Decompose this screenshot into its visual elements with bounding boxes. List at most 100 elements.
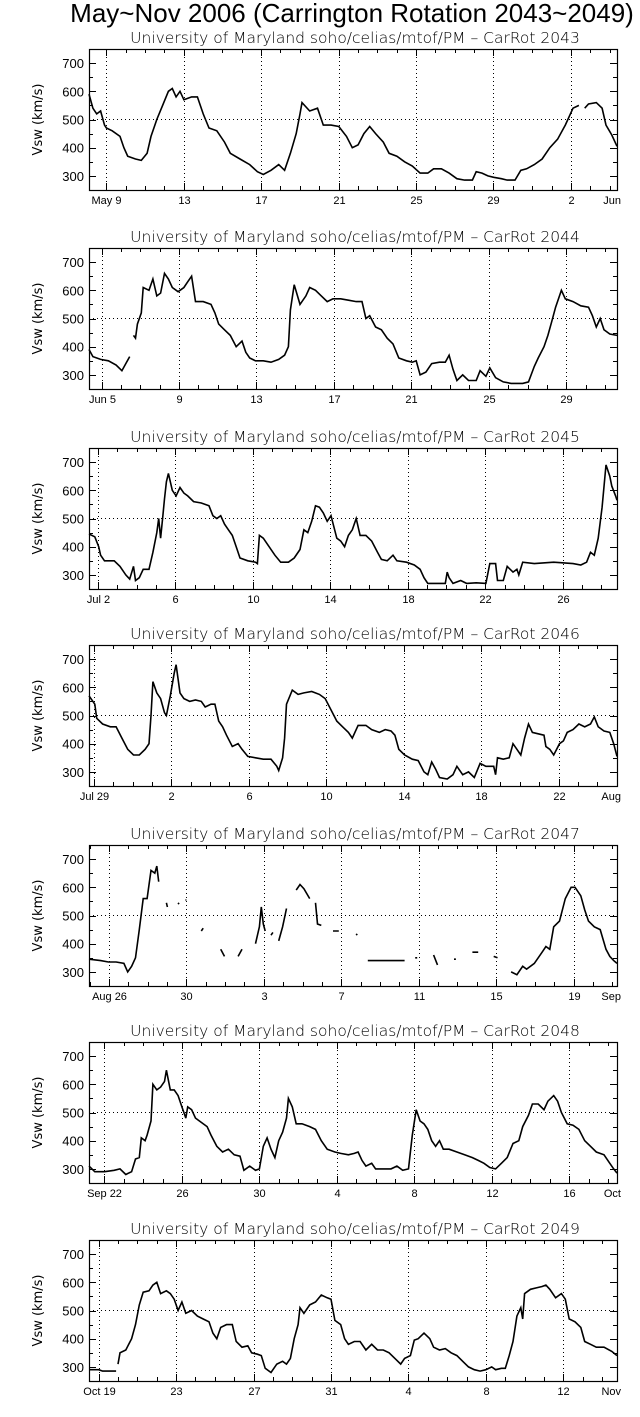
x-tick-label: Aug 26 [92,991,127,1003]
x-tick-label: 29 [560,394,572,406]
x-tick-label: 18 [475,791,487,803]
panel-title: University of Maryland soho/celias/mtof/… [130,228,580,246]
plot-frame [88,1041,619,1185]
plot-frame [88,1239,619,1383]
x-tick-label: 6 [172,594,178,606]
x-tick-label: 14 [398,791,410,803]
panel-6: University of Maryland soho/celias/mtof/… [31,1022,621,1200]
y-tick-label: 300 [62,965,84,980]
y-tick-label: 400 [62,937,84,952]
x-tick-label: 17 [255,195,267,207]
y-tick-label: 700 [62,56,84,71]
x-tick-label: 6 [246,791,252,803]
y-tick-label: 500 [62,1106,84,1121]
panel-title: University of Maryland soho/celias/mtof/… [130,428,580,446]
y-tick-label: 700 [62,1049,84,1064]
y-axis-label: Vsw (km/s) [31,283,46,355]
x-tick-label: 9 [176,394,182,406]
y-axis-label: Vsw (km/s) [31,1275,46,1347]
x-tick-label: 10 [320,791,332,803]
panel-title: University of Maryland soho/celias/mtof/… [130,29,580,47]
x-tick-label: 10 [247,594,259,606]
x-tick-label: 17 [328,394,340,406]
x-tick-label: 2 [568,195,574,207]
y-tick-label: 300 [62,368,84,383]
y-tick-label: 400 [62,540,84,555]
x-tick-label: 12 [486,1188,498,1200]
x-tick-label: 22 [553,791,565,803]
x-tick-label: 26 [176,1188,188,1200]
x-tick-label: 21 [333,195,345,207]
vsw-series-line [88,1070,618,1176]
x-tick-label: 3 [261,991,267,1003]
x-tick-label: 30 [253,1188,265,1200]
plot-frame [88,247,619,391]
x-end-label: Aug [601,791,621,803]
x-tick-label: 8 [483,1386,489,1398]
y-tick-label: 400 [62,340,84,355]
x-tick-label: Jul 2 [87,594,110,606]
plot-frame [88,447,619,591]
y-tick-label: 700 [62,455,84,470]
vsw-series-line [88,664,618,780]
panel-7: University of Maryland soho/celias/mtof/… [31,1220,621,1398]
x-tick-label: 14 [324,594,336,606]
y-tick-label: 500 [62,909,84,924]
panel-1: University of Maryland soho/celias/mtof/… [31,29,621,207]
y-tick-label: 700 [62,652,84,667]
plot-frame [88,48,619,192]
x-tick-label: 4 [405,1386,411,1398]
y-tick-label: 400 [62,1332,84,1347]
panel-title: University of Maryland soho/celias/mtof/… [130,825,580,843]
y-tick-label: 700 [62,852,84,867]
plot-frame [88,844,619,988]
panel-5: University of Maryland soho/celias/mtof/… [31,825,621,1003]
y-tick-label: 400 [62,141,84,156]
x-tick-label: Sep 22 [87,1188,122,1200]
vsw-series-line [88,865,618,976]
panel-2: University of Maryland soho/celias/mtof/… [31,228,619,406]
x-tick-label: Oct 19 [83,1386,115,1398]
panel-title: University of Maryland soho/celias/mtof/… [130,1022,580,1040]
x-tick-label: 18 [402,594,414,606]
x-end-label: Nov [601,1386,621,1398]
x-tick-label: Jul 29 [80,791,109,803]
x-tick-label: 8 [411,1188,417,1200]
x-tick-label: 29 [487,195,499,207]
x-tick-label: 19 [568,991,580,1003]
y-tick-label: 400 [62,1134,84,1149]
x-tick-label: 12 [557,1386,569,1398]
plot-frame [88,644,619,788]
panel-3: University of Maryland soho/celias/mtof/… [31,428,619,606]
y-tick-label: 700 [62,255,84,270]
y-tick-label: 600 [62,1275,84,1290]
y-tick-label: 600 [62,1077,84,1092]
y-tick-label: 600 [62,680,84,695]
x-end-label: Jun [603,195,621,207]
x-tick-label: 13 [250,394,262,406]
figure-title: May~Nov 2006 (Carrington Rotation 2043~2… [70,0,634,28]
y-tick-label: 300 [62,169,84,184]
x-end-label: Oct [604,1188,621,1200]
x-tick-label: 23 [170,1386,182,1398]
x-tick-label: 21 [405,394,417,406]
y-tick-label: 600 [62,483,84,498]
y-tick-label: 600 [62,84,84,99]
y-tick-label: 500 [62,312,84,327]
y-axis-label: Vsw (km/s) [31,880,46,952]
y-tick-label: 500 [62,512,84,527]
x-tick-label: 31 [325,1386,337,1398]
y-tick-label: 600 [62,283,84,298]
x-tick-label: 4 [334,1188,340,1200]
panel-4: University of Maryland soho/celias/mtof/… [31,625,621,803]
y-tick-label: 600 [62,880,84,895]
y-axis-label: Vsw (km/s) [31,483,46,555]
y-tick-label: 300 [62,765,84,780]
y-axis-label: Vsw (km/s) [31,1077,46,1149]
x-tick-label: Jun 5 [89,394,116,406]
vsw-series-line [88,87,618,181]
x-tick-label: 27 [248,1386,260,1398]
y-tick-label: 300 [62,568,84,583]
panels: University of Maryland soho/celias/mtof/… [31,29,621,1398]
